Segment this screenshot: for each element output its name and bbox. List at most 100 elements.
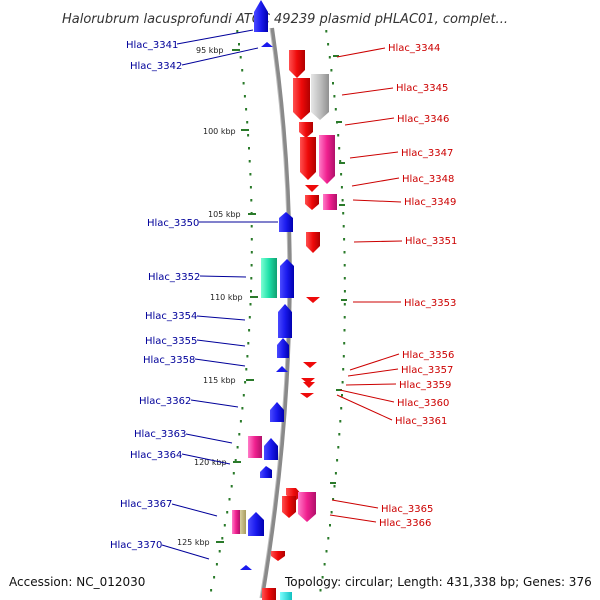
gene-hlac-3359[interactable] bbox=[303, 382, 315, 388]
gene-hlac-3341[interactable] bbox=[254, 0, 268, 32]
gene-hlac-3348[interactable] bbox=[305, 185, 319, 192]
gene-label[interactable]: Hlac_3364 bbox=[130, 450, 182, 461]
tick-dot bbox=[343, 251, 346, 254]
tick-dot bbox=[340, 186, 343, 189]
gene-hlac-3354[interactable] bbox=[278, 304, 292, 338]
gene-hlac-3350[interactable] bbox=[279, 212, 293, 232]
tick-dot bbox=[327, 43, 330, 46]
gene-label[interactable]: Hlac_3351 bbox=[405, 236, 457, 247]
gene-label[interactable]: Hlac_3341 bbox=[126, 40, 178, 51]
kbp-label: 110 kbp bbox=[210, 293, 243, 302]
tick-dot bbox=[239, 56, 242, 59]
gene-hlac-3346[interactable] bbox=[299, 122, 313, 138]
gene-hlac-3364[interactable] bbox=[260, 466, 272, 478]
gene-hlac-3363-b[interactable] bbox=[264, 438, 278, 460]
gene-hlac-3367-b[interactable] bbox=[240, 510, 246, 534]
kbp-label: 115 kbp bbox=[203, 376, 236, 385]
gene-label[interactable]: Hlac_3363 bbox=[134, 429, 186, 440]
gene-hlac-3344[interactable] bbox=[289, 50, 305, 78]
gene-hlac-3367[interactable] bbox=[232, 510, 240, 534]
tick-dot bbox=[328, 56, 331, 59]
tick-dot bbox=[230, 485, 233, 488]
right-tick-dashes bbox=[330, 55, 347, 484]
gene-hlac-3367-c[interactable] bbox=[248, 512, 264, 536]
gene-label[interactable]: Hlac_3346 bbox=[397, 114, 449, 125]
gene-label[interactable]: Hlac_3357 bbox=[401, 365, 453, 376]
gene-label[interactable]: Hlac_3356 bbox=[402, 350, 454, 361]
tick-dot bbox=[341, 199, 344, 202]
gene-label[interactable]: Hlac_3347 bbox=[401, 148, 453, 159]
gene-bottom-cyan[interactable] bbox=[280, 592, 292, 600]
forward-gene-labels: Hlac_3341 Hlac_3342 Hlac_3350 Hlac_3352 … bbox=[110, 29, 278, 560]
accession-text: Accession: NC_012030 bbox=[9, 575, 146, 589]
gene-hlac-3357[interactable] bbox=[301, 378, 315, 384]
gene-hlac-3352[interactable] bbox=[261, 258, 277, 298]
gene-label[interactable]: Hlac_3353 bbox=[404, 298, 456, 309]
gene-hlac-3349-b[interactable] bbox=[323, 194, 337, 210]
tick-dot bbox=[338, 147, 341, 150]
tick-dot bbox=[250, 290, 252, 293]
kbp-label: 100 kbp bbox=[203, 127, 236, 136]
gene-hlac-3365[interactable] bbox=[282, 496, 296, 518]
gene-hlac-3360[interactable] bbox=[300, 393, 314, 398]
gene-label[interactable]: Hlac_3344 bbox=[388, 43, 440, 54]
gene-label[interactable]: Hlac_3365 bbox=[381, 504, 433, 515]
kbp-label: 105 kbp bbox=[208, 210, 241, 219]
tick-dot bbox=[242, 394, 245, 397]
gene-label[interactable]: Hlac_3361 bbox=[395, 416, 447, 427]
gene-hlac-3356[interactable] bbox=[303, 362, 317, 368]
map-title: Halorubrum lacusprofundi ATCC 49239 plas… bbox=[62, 12, 508, 27]
gene-label[interactable]: Hlac_3354 bbox=[145, 311, 197, 322]
gene-hlac-3366[interactable] bbox=[298, 492, 316, 522]
gene-label[interactable]: Hlac_3342 bbox=[130, 61, 182, 72]
tick-dot bbox=[343, 303, 346, 306]
gene-hlac-3347[interactable] bbox=[300, 137, 316, 180]
tick-ring-dots bbox=[210, 30, 346, 592]
gene-label[interactable]: Hlac_3349 bbox=[404, 197, 456, 208]
gene-label[interactable]: Hlac_3352 bbox=[148, 272, 200, 283]
tick-dot bbox=[218, 550, 221, 553]
gene-hlac-3342[interactable] bbox=[261, 42, 273, 47]
gene-hlac-3349[interactable] bbox=[305, 195, 319, 210]
tick-dot bbox=[333, 485, 336, 488]
tick-dot bbox=[241, 69, 244, 72]
gene-hlac-3370[interactable] bbox=[240, 565, 252, 570]
gene-label[interactable]: Hlac_3348 bbox=[402, 174, 454, 185]
tick-dot bbox=[323, 563, 326, 566]
gene-hlac-3362[interactable] bbox=[270, 402, 284, 422]
gene-label[interactable]: Hlac_3359 bbox=[399, 380, 451, 391]
tick-dot bbox=[245, 368, 248, 371]
tick-dot bbox=[336, 459, 339, 462]
gene-label[interactable]: Hlac_3360 bbox=[397, 398, 449, 409]
gene-hlac-3353[interactable] bbox=[306, 297, 320, 303]
gene-label[interactable]: Hlac_3362 bbox=[139, 396, 191, 407]
gene-label[interactable]: Hlac_3370 bbox=[110, 540, 162, 551]
gene-label[interactable]: Hlac_3366 bbox=[379, 518, 431, 529]
gene-label[interactable]: Hlac_3367 bbox=[120, 499, 172, 510]
gene-hlac-3351[interactable] bbox=[306, 232, 320, 253]
gene-label[interactable]: Hlac_3355 bbox=[145, 336, 197, 347]
gene-hlac-3345[interactable] bbox=[311, 74, 329, 120]
tick-dot bbox=[342, 355, 345, 358]
tick-dot bbox=[330, 511, 333, 514]
gene-hlac-3358[interactable] bbox=[276, 366, 288, 372]
gene-hlac-3370-r[interactable] bbox=[271, 551, 285, 561]
tick-dot bbox=[243, 95, 246, 98]
gene-label[interactable]: Hlac_3350 bbox=[147, 218, 199, 229]
gene-hlac-3347-b[interactable] bbox=[319, 135, 335, 184]
tick-dot bbox=[232, 472, 235, 475]
gene-hlac-3345-b[interactable] bbox=[293, 78, 310, 120]
gene-bottom-red[interactable] bbox=[262, 588, 276, 600]
gene-hlac-3352-b[interactable] bbox=[280, 259, 294, 298]
reverse-strand-genes bbox=[262, 50, 337, 600]
tick-dot bbox=[226, 511, 229, 514]
tick-dot bbox=[343, 238, 346, 241]
tick-dot bbox=[319, 589, 322, 592]
gene-label[interactable]: Hlac_3345 bbox=[396, 83, 448, 94]
gene-hlac-3363[interactable] bbox=[248, 436, 262, 458]
tick-dot bbox=[343, 290, 346, 293]
gene-label[interactable]: Hlac_3358 bbox=[143, 355, 195, 366]
tick-dot bbox=[343, 264, 346, 267]
gene-hlac-3355[interactable] bbox=[277, 338, 289, 358]
tick-dot bbox=[325, 550, 328, 553]
